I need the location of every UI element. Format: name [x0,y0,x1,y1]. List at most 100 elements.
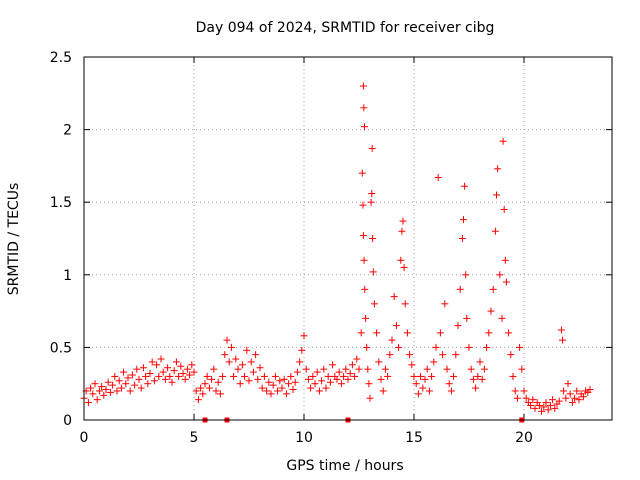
data-point [254,375,262,383]
data-point [456,285,464,293]
data-point [419,384,427,392]
data-point [417,372,425,380]
data-point [98,383,106,391]
data-point [395,343,403,351]
data-point [358,169,366,177]
data-point [298,346,306,354]
data-point [463,314,471,322]
data-point [256,364,264,372]
data-point [363,343,371,351]
data-point [406,351,414,359]
data-point [502,278,510,286]
data-point [529,396,537,404]
data-point [489,285,497,293]
data-point [223,336,231,344]
data-point [555,397,563,405]
y-tick-label: 0.5 [50,340,72,356]
data-point [146,370,154,378]
data-point [320,365,328,373]
data-point [364,365,372,373]
data-point [190,368,198,376]
data-point [241,372,249,380]
data-point [278,384,286,392]
data-point [373,329,381,337]
data-point [221,351,229,359]
data-point [469,375,477,383]
data-point [360,256,368,264]
data-point [450,372,458,380]
data-point [139,364,147,372]
y-tick-label: 1.5 [50,195,72,211]
data-point [559,336,566,344]
data-point [379,387,387,395]
x-tick-label: 0 [80,430,89,446]
data-point [199,390,207,398]
data-point [172,358,180,366]
data-point [197,384,205,392]
data-point [351,372,359,380]
data-point [368,144,376,152]
data-point [117,384,125,392]
data-point [430,358,438,366]
data-point [359,232,367,240]
data-point [538,407,546,415]
data-point [263,387,271,395]
data-point [214,378,222,386]
data-point [568,399,576,407]
data-point [511,387,519,395]
data-point [579,393,587,401]
data-point [267,390,275,398]
data-point [245,377,253,385]
data-point [542,399,550,407]
data-point [150,377,158,385]
data-point [219,372,227,380]
data-point [131,381,139,389]
data-point [340,372,348,380]
data-point [403,329,411,337]
data-point [452,351,460,359]
data-point [467,365,475,373]
data-point [507,351,515,359]
data-point [348,361,356,369]
y-tick-label: 0 [63,413,72,429]
data-point [133,365,141,373]
data-point [454,322,462,330]
data-point [527,401,535,409]
data-point [359,201,367,209]
x-tick-label: 5 [190,430,199,446]
data-point [513,394,521,402]
data-point [113,387,121,395]
data-point [401,300,409,308]
data-point [102,386,110,394]
data-point [175,372,183,380]
axis-ticks [83,56,612,421]
data-point [188,361,196,369]
data-point [269,381,277,389]
data-point [500,205,508,213]
data-point [93,396,101,404]
data-point [377,375,385,383]
data-point [362,314,370,322]
data-point [355,365,363,373]
data-point [421,375,429,383]
data-point [586,386,594,394]
data-point [183,365,191,373]
data-point [91,380,99,388]
data-point [412,380,420,388]
data-point [474,372,482,380]
data-point [487,307,495,315]
data-point [203,372,211,380]
data-point [551,404,559,412]
data-point [472,384,480,392]
data-point [227,343,235,351]
x-axis-label: GPS time / hours [286,458,403,474]
data-point [439,351,447,359]
data-point [485,329,493,337]
data-point [311,380,319,388]
data-point [161,375,169,383]
data-point [181,375,189,383]
data-point [144,380,152,388]
data-point [399,217,407,225]
data-point [335,368,343,376]
